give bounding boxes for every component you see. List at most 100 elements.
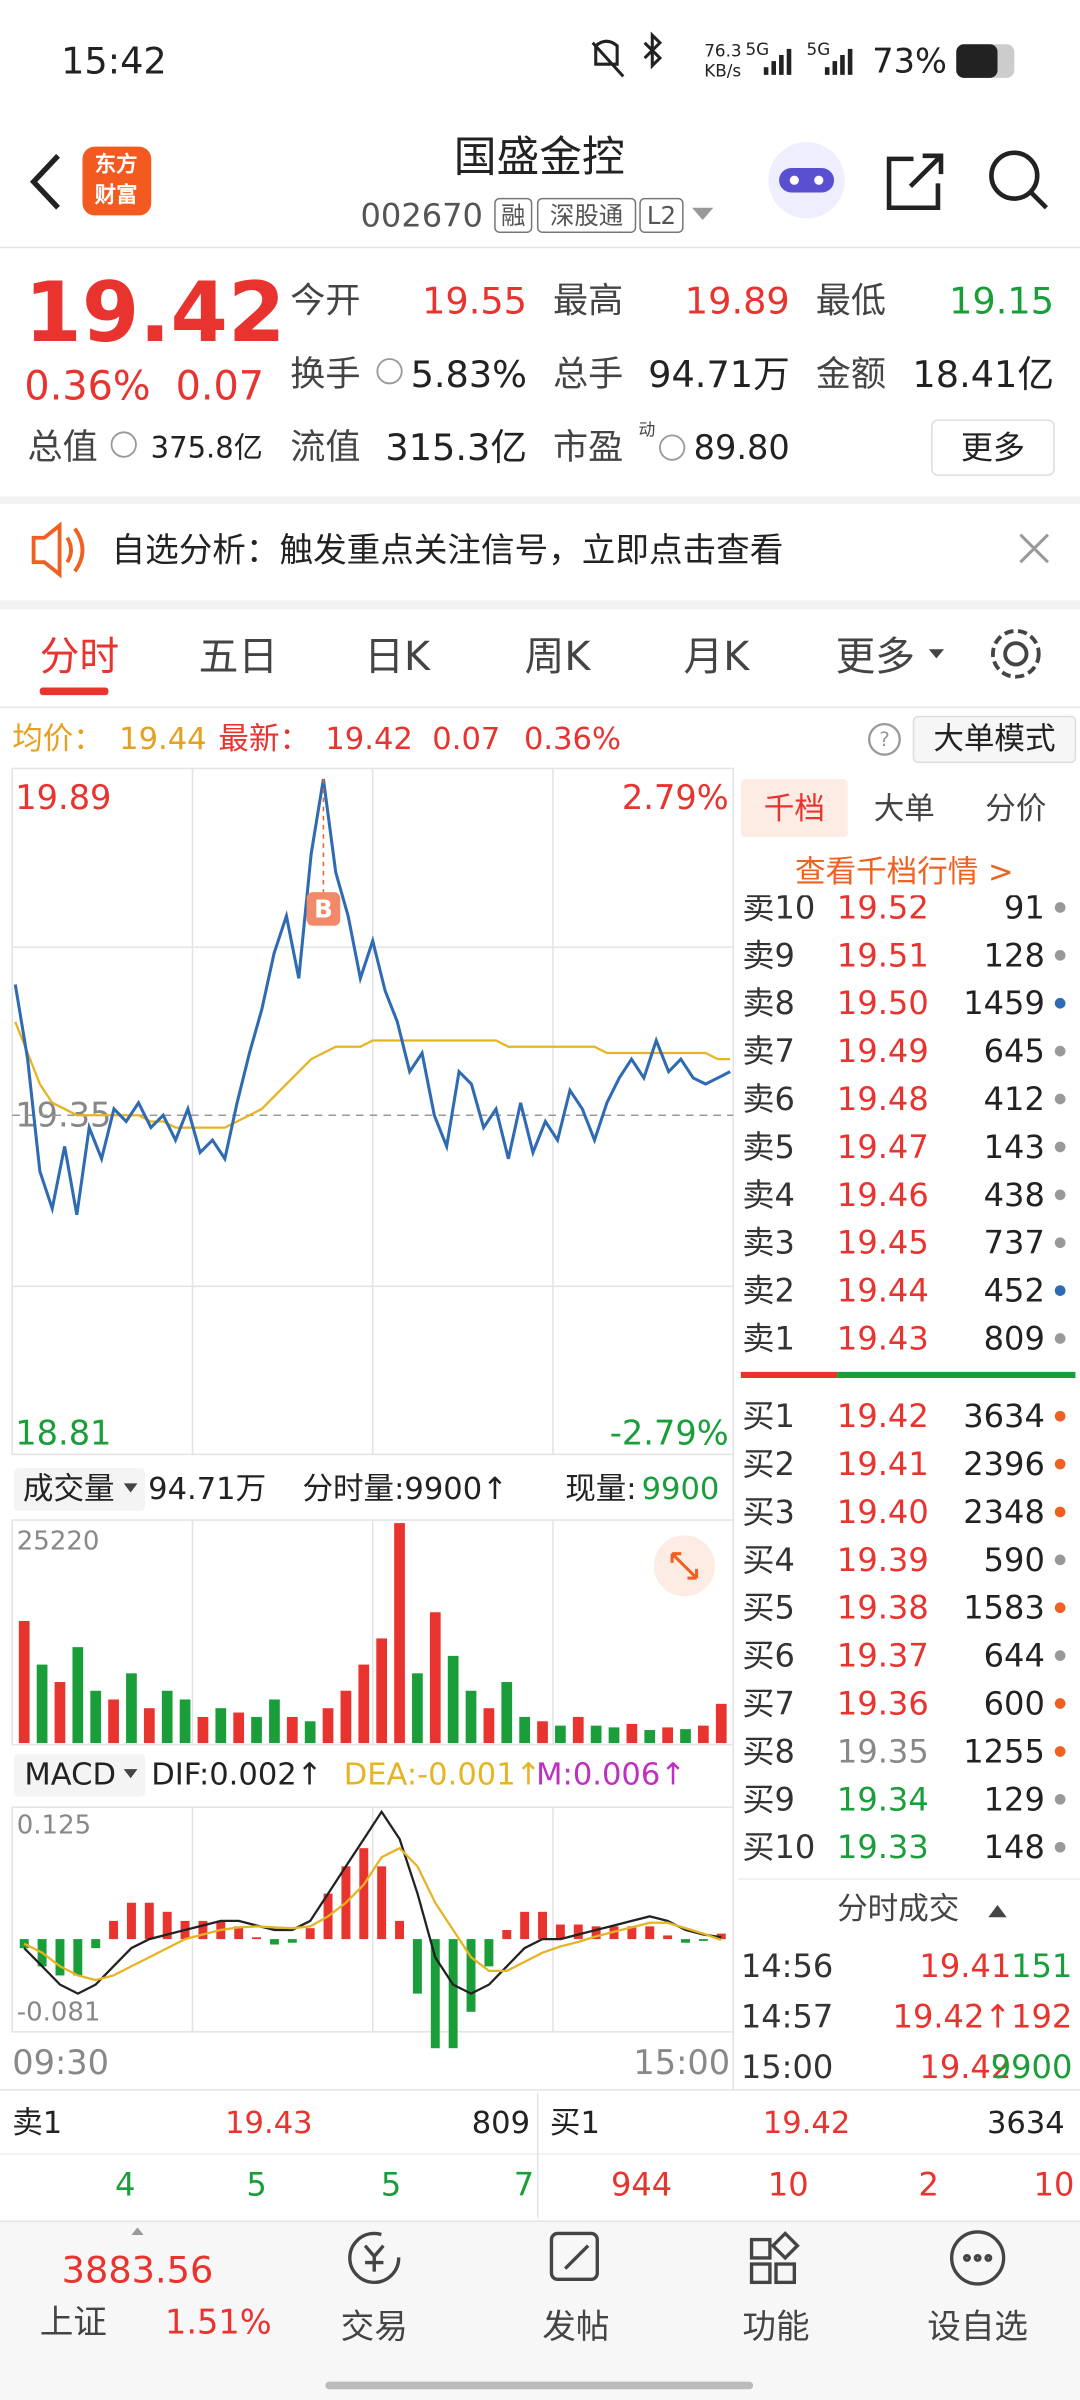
book-dot	[1054, 1458, 1066, 1470]
field-value: 89.80	[694, 428, 790, 467]
field-label: 最高	[553, 280, 623, 321]
nav-item[interactable]: 功能	[742, 2307, 809, 2346]
book-volume: 452	[984, 1272, 1045, 1310]
back-button[interactable]	[29, 153, 60, 210]
signal-label: 5G	[745, 39, 769, 59]
trade-count: 944	[611, 2166, 672, 2204]
book-label: 买6	[742, 1637, 794, 1675]
macd-bar	[359, 1848, 369, 1940]
help-button[interactable]	[868, 722, 901, 756]
macd-bar	[591, 1926, 601, 1940]
dropdown[interactable]	[691, 207, 714, 220]
volume-bar	[18, 1620, 30, 1744]
book-volume: 1255	[963, 1732, 1045, 1770]
now-volume: 9900	[642, 1472, 720, 1507]
legend-entry: DIF:0.002↑	[151, 1758, 322, 1793]
book-price: 19.47	[837, 1128, 929, 1166]
help-icon: ?	[879, 728, 890, 751]
volume-bar	[555, 1725, 566, 1744]
book-dot	[1054, 1506, 1066, 1518]
volume-bar	[72, 1647, 84, 1744]
book-volume: 91	[1004, 888, 1045, 926]
book-link[interactable]: 查看千档行情 >	[795, 855, 1014, 890]
book-tab[interactable]: 千档	[764, 792, 825, 827]
tab[interactable]: 月K	[684, 634, 751, 680]
volume-bar	[269, 1699, 280, 1744]
macd-bar	[430, 1939, 440, 2049]
divider	[0, 496, 1080, 505]
macd-bar	[698, 1939, 708, 1941]
search-button[interactable]	[989, 150, 1049, 210]
more-button[interactable]	[931, 419, 1055, 476]
settings-button[interactable]	[991, 629, 1041, 679]
trade-count: 10	[768, 2166, 809, 2204]
net-speed: 76.3	[704, 40, 741, 60]
banner-text[interactable]: 自选分析：触发重点关注信号，立即点击查看	[112, 530, 784, 569]
volume-selector[interactable]	[13, 1468, 146, 1511]
avg-label: 均价：	[12, 722, 104, 757]
assistant-avatar[interactable]	[768, 142, 845, 219]
change: 0.07	[432, 722, 500, 757]
index-name: 上证	[40, 2303, 107, 2342]
volume-label: 成交量	[23, 1472, 115, 1507]
book-price: 19.48	[837, 1080, 929, 1118]
volume-bar	[126, 1673, 137, 1744]
book-dot	[1054, 1554, 1066, 1566]
bids: 买1 19.42 3634 买2 19.41 2396 买3 19.40 2348 买4 19.39…	[742, 1397, 1066, 1866]
home-indicator	[325, 2381, 754, 2390]
share-button[interactable]	[886, 153, 944, 211]
book-price: 19.38	[837, 1589, 929, 1627]
volume-bar	[572, 1716, 584, 1744]
book-price: 19.49	[837, 1032, 929, 1070]
change-pct: 0.36%	[24, 364, 150, 410]
book-tab[interactable]: 大单	[874, 792, 935, 827]
nav-item[interactable]: 设自选	[927, 2307, 1028, 2346]
book-label: 买3	[742, 1493, 794, 1531]
tab[interactable]: 周K	[525, 634, 592, 680]
field-value: 18.41亿	[912, 353, 1054, 396]
macd-bar	[305, 1928, 315, 1940]
index-value[interactable]: 3883.56	[62, 2249, 214, 2292]
tag: 融	[501, 201, 525, 230]
book-label: 买4	[742, 1541, 794, 1579]
book-label: 买10	[742, 1828, 815, 1866]
macd-bar	[144, 1902, 154, 1940]
macd-bar	[269, 1939, 279, 1945]
bid-label: 买1	[550, 2106, 600, 2141]
expand-button[interactable]	[653, 1535, 715, 1597]
book-label: 卖4	[742, 1176, 794, 1214]
book-price: 19.50	[837, 984, 929, 1022]
tab[interactable]: 五日	[199, 634, 278, 680]
book-price: 19.34	[837, 1780, 929, 1818]
book-price: 19.37	[837, 1637, 929, 1675]
volume-bar	[251, 1716, 262, 1744]
macd-selector[interactable]	[13, 1753, 146, 1797]
ask-label: 卖1	[12, 2106, 62, 2141]
book-volume: 128	[984, 936, 1045, 974]
volume-bar	[54, 1682, 66, 1744]
tab[interactable]: 分时	[40, 634, 119, 680]
book-dot	[1054, 1189, 1066, 1201]
volume-chart: 25220	[17, 1523, 727, 1744]
y2-tick-label: -2.79%	[610, 1413, 729, 1452]
volume-bar	[358, 1664, 370, 1744]
signal-bars	[763, 48, 853, 75]
book-price: 19.42	[837, 1397, 929, 1435]
book-tab[interactable]: 分价	[985, 792, 1046, 827]
volume-bar	[161, 1690, 173, 1744]
change-pct: 0.36%	[524, 722, 621, 757]
book-price: 19.45	[837, 1224, 929, 1262]
tab[interactable]: 更多	[836, 634, 915, 680]
close-button[interactable]	[1019, 533, 1050, 564]
mode-button[interactable]	[912, 715, 1077, 764]
book-dot	[1054, 1698, 1066, 1709]
book-label: 卖10	[742, 888, 815, 926]
macd-bar	[287, 1939, 297, 1943]
book-price: 19.33	[837, 1828, 929, 1866]
book-volume: 645	[984, 1032, 1045, 1070]
book-dot	[1054, 1093, 1066, 1105]
nav-item[interactable]: 发帖	[542, 2307, 609, 2346]
tab[interactable]: 日K	[364, 634, 431, 680]
nav-item[interactable]: 交易	[341, 2307, 408, 2346]
logo[interactable]	[82, 146, 152, 216]
